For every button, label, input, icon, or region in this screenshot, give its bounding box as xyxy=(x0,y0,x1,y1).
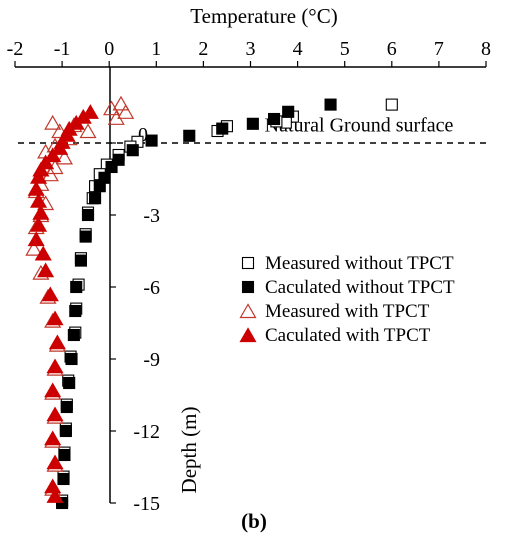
data-point xyxy=(117,104,135,119)
data-point xyxy=(44,430,62,446)
legend-label: Caculated without TPCT xyxy=(265,277,455,298)
data-point xyxy=(46,488,64,503)
panel-label: (b) xyxy=(241,509,267,533)
legend-label: Caculated with TPCT xyxy=(265,325,431,346)
data-point xyxy=(55,149,73,165)
x-tick-label: -2 xyxy=(7,38,24,60)
y-tick-label: -9 xyxy=(143,349,160,371)
series-3 xyxy=(27,104,99,503)
x-tick-label: 7 xyxy=(434,38,444,60)
data-point xyxy=(32,204,50,220)
series-1 xyxy=(56,98,337,510)
data-point xyxy=(41,286,59,302)
y-tick-label: -6 xyxy=(143,277,160,299)
data-point xyxy=(59,424,72,438)
data-point xyxy=(324,98,337,111)
x-tick-label: 3 xyxy=(246,38,256,60)
data-point xyxy=(63,376,76,390)
data-point xyxy=(27,180,45,196)
data-point xyxy=(25,240,43,256)
data-point xyxy=(48,334,66,350)
data-point xyxy=(44,382,62,398)
data-point xyxy=(267,112,281,126)
data-point xyxy=(89,192,102,205)
data-point xyxy=(46,310,64,326)
legend-label: Measured with TPCT xyxy=(265,301,430,322)
y-ticks: 0 -3 -6 -9 -12 -15 xyxy=(110,124,160,515)
x-tick-label: 5 xyxy=(340,38,350,60)
data-point xyxy=(46,358,64,374)
data-point xyxy=(145,134,158,147)
data-point xyxy=(74,254,87,267)
legend-marker xyxy=(239,327,257,343)
data-point xyxy=(105,160,118,174)
data-point xyxy=(103,100,121,116)
data-point xyxy=(57,472,70,486)
y-axis-title: Depth (m) xyxy=(177,407,201,494)
data-point xyxy=(30,192,48,208)
data-point xyxy=(34,245,52,261)
legend-marker xyxy=(239,303,257,319)
ground-surface-annotation: Natural Ground surface xyxy=(265,114,454,136)
data-point xyxy=(46,454,64,470)
data-marks xyxy=(25,95,398,510)
data-point xyxy=(65,352,78,366)
data-point xyxy=(246,117,259,130)
y-tick-label: -12 xyxy=(133,421,160,443)
data-point xyxy=(56,496,69,510)
data-point xyxy=(60,400,73,414)
legend-label: Measured without TPCT xyxy=(265,253,454,274)
data-point xyxy=(37,262,55,278)
data-point xyxy=(79,230,92,243)
data-point xyxy=(30,216,48,232)
legend-marker xyxy=(241,256,255,270)
legend-marker xyxy=(241,280,255,294)
annotations: Natural Ground surface xyxy=(265,114,454,136)
data-point xyxy=(67,114,85,130)
x-tick-label: -1 xyxy=(54,38,71,60)
data-point xyxy=(44,147,62,163)
x-tick-label: 0 xyxy=(104,38,114,60)
data-point xyxy=(69,304,82,318)
x-tick-label: 6 xyxy=(387,38,397,60)
data-point xyxy=(27,231,45,247)
data-point xyxy=(112,95,130,111)
data-point xyxy=(107,110,125,125)
x-tick-label: 8 xyxy=(481,38,491,60)
data-point xyxy=(30,168,48,184)
data-point xyxy=(126,144,139,157)
data-point xyxy=(67,328,80,342)
data-point xyxy=(70,280,83,294)
x-ticks: -2 -1 0 1 2 3 4 5 6 7 8 xyxy=(7,38,491,67)
y-tick-label: -15 xyxy=(133,493,160,515)
data-point xyxy=(216,122,229,135)
data-point xyxy=(51,140,69,155)
legend: Measured without TPCT Caculated without T… xyxy=(239,253,455,346)
x-tick-label: 4 xyxy=(293,38,303,60)
data-point xyxy=(385,98,398,111)
data-point xyxy=(46,406,64,422)
data-point xyxy=(58,448,71,462)
data-point xyxy=(74,108,92,124)
y-tick-label: -3 xyxy=(143,205,160,227)
x-tick-label: 1 xyxy=(151,38,161,60)
data-point xyxy=(81,208,95,222)
data-point xyxy=(44,114,62,130)
y-tick-label: 0 xyxy=(138,124,148,146)
x-tick-label: 2 xyxy=(198,38,208,60)
data-point xyxy=(183,129,196,142)
data-point xyxy=(93,180,106,193)
data-point xyxy=(282,105,295,118)
data-point xyxy=(79,123,97,139)
data-point xyxy=(112,153,125,166)
x-axis-title: Temperature (°C) xyxy=(190,4,337,28)
